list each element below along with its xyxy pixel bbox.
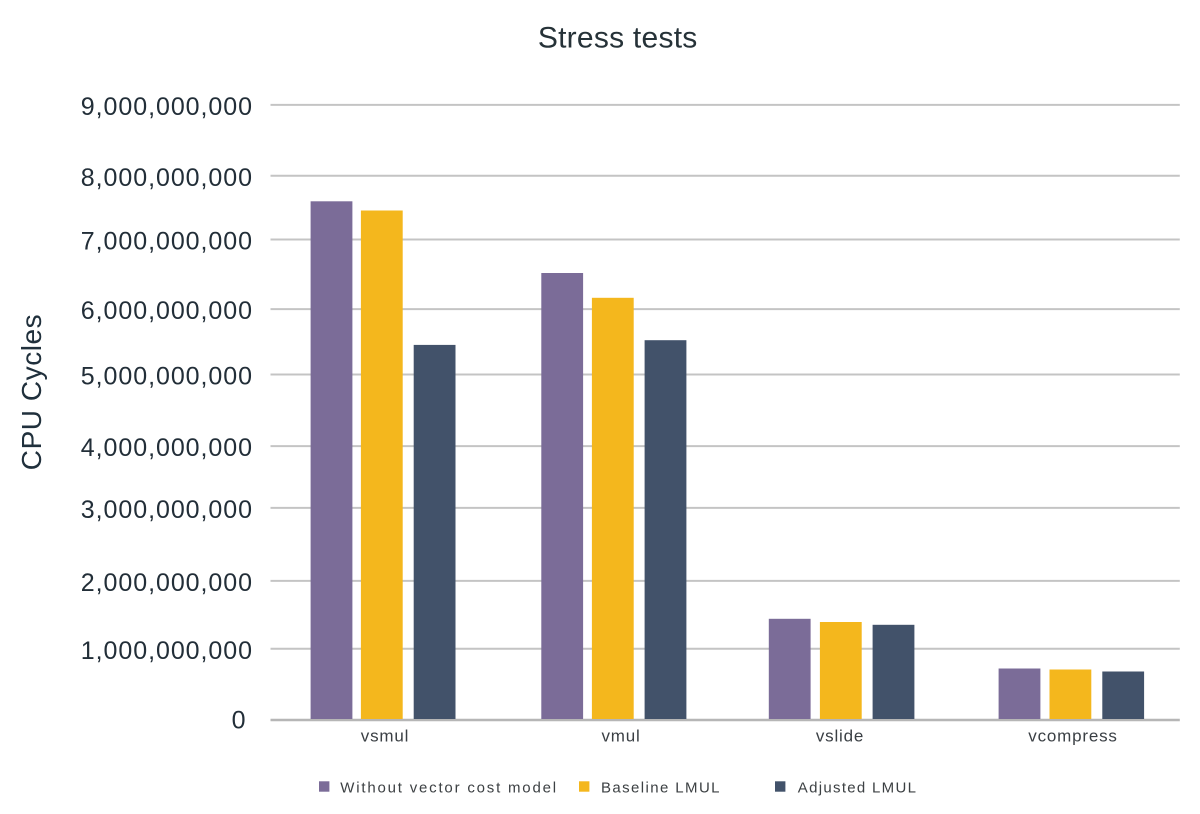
svg-text:9,000,000,000: 9,000,000,000 (81, 93, 253, 121)
svg-text:CPU Cycles: CPU Cycles (16, 314, 47, 470)
svg-text:6,000,000,000: 6,000,000,000 (81, 297, 253, 325)
svg-text:1,000,000,000: 1,000,000,000 (81, 637, 253, 665)
svg-text:4,000,000,000: 4,000,000,000 (81, 434, 253, 462)
svg-text:0: 0 (232, 707, 247, 735)
svg-text:Without vector cost model: Without vector cost model (340, 780, 558, 797)
svg-text:Adjusted LMUL: Adjusted LMUL (798, 780, 917, 797)
svg-text:vmul: vmul (601, 727, 640, 746)
svg-text:5,000,000,000: 5,000,000,000 (81, 363, 253, 391)
svg-text:Stress tests: Stress tests (538, 22, 698, 55)
svg-text:2,000,000,000: 2,000,000,000 (81, 569, 253, 597)
svg-text:vslide: vslide (816, 727, 864, 746)
svg-text:vsmul: vsmul (361, 727, 409, 746)
svg-text:8,000,000,000: 8,000,000,000 (81, 164, 253, 192)
svg-text:vcompress: vcompress (1028, 727, 1117, 746)
svg-text:7,000,000,000: 7,000,000,000 (81, 228, 253, 256)
svg-text:3,000,000,000: 3,000,000,000 (81, 496, 253, 524)
svg-text:Baseline LMUL: Baseline LMUL (601, 780, 721, 797)
